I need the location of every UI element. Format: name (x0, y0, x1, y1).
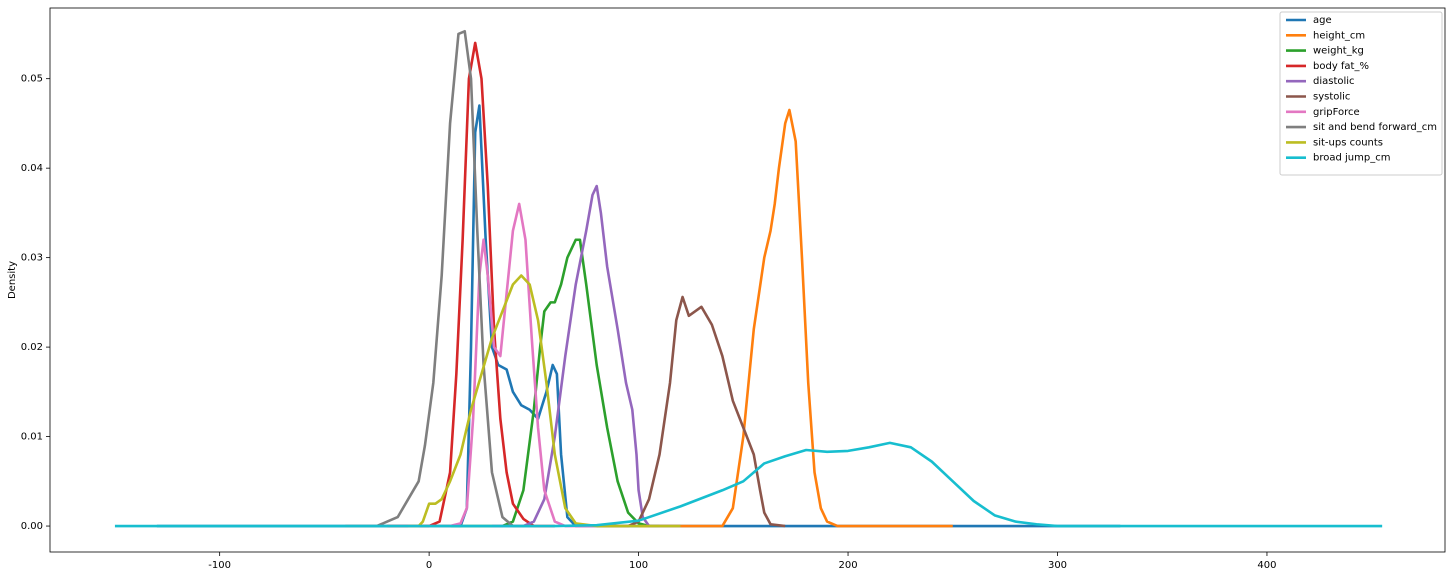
y-tick-label: 0.01 (21, 432, 43, 443)
y-axis-label: Density (7, 261, 18, 299)
series-line (429, 202, 597, 528)
x-tick-label: 300 (1048, 560, 1067, 571)
series-line (408, 274, 681, 528)
x-tick-label: 100 (629, 560, 648, 571)
legend-label: systolic (1313, 92, 1350, 103)
series-line (114, 441, 1383, 528)
legend-label: sit-ups counts (1313, 137, 1383, 148)
y-tick-label: 0.05 (21, 74, 43, 85)
legend-label: diastolic (1313, 76, 1355, 87)
legend-label: age (1313, 15, 1332, 26)
legend-box (1279, 11, 1443, 176)
x-tick-label: 200 (838, 560, 857, 571)
y-tick-label: 0.03 (21, 253, 43, 264)
y-tick-label: 0.02 (21, 342, 43, 353)
legend-label: body fat_% (1313, 61, 1369, 72)
plot-area (114, 29, 1383, 528)
series-line (345, 29, 534, 528)
series-line (429, 238, 660, 528)
legend-label: gripForce (1313, 107, 1360, 118)
y-tick-label: 0.04 (21, 163, 43, 174)
series-line (638, 108, 953, 528)
x-tick-label: 400 (1257, 560, 1276, 571)
legend-label: broad jump_cm (1313, 153, 1390, 164)
x-tick-label: 0 (426, 560, 432, 571)
series-line (596, 295, 786, 528)
legend-label: height_cm (1313, 30, 1365, 41)
x-tick-label: -100 (208, 560, 231, 571)
plot-frame (49, 7, 1446, 553)
series-line (156, 104, 1121, 528)
legend-label: sit and bend forward_cm (1313, 122, 1437, 133)
legend-label: weight_kg (1313, 46, 1364, 57)
y-tick-label: 0.00 (21, 521, 43, 532)
series-line (491, 184, 681, 528)
